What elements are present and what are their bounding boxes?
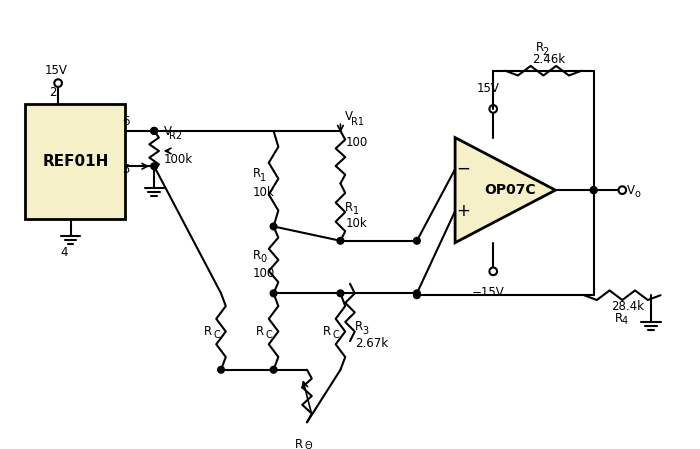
Circle shape [337, 238, 344, 244]
Text: C: C [266, 330, 273, 340]
Text: R: R [253, 249, 260, 262]
Text: R: R [615, 313, 623, 326]
Text: 2: 2 [542, 47, 549, 57]
Text: Θ: Θ [304, 441, 312, 449]
Text: 100k: 100k [164, 153, 193, 166]
Text: 3: 3 [363, 326, 368, 335]
Circle shape [270, 366, 277, 373]
Circle shape [590, 187, 597, 194]
Text: R: R [253, 167, 260, 180]
Text: 4: 4 [622, 316, 627, 326]
Text: R: R [256, 325, 265, 338]
Circle shape [218, 366, 225, 373]
Text: 2.67k: 2.67k [355, 336, 388, 349]
Text: R2: R2 [169, 132, 183, 141]
Text: 15V: 15V [45, 64, 68, 77]
Text: C: C [332, 330, 340, 340]
Circle shape [590, 187, 597, 194]
FancyBboxPatch shape [25, 104, 125, 219]
Text: −15V: −15V [472, 286, 505, 299]
Text: C: C [214, 330, 220, 340]
Text: 100: 100 [345, 136, 368, 149]
Circle shape [414, 292, 420, 299]
Polygon shape [455, 137, 555, 242]
Text: 10k: 10k [345, 217, 367, 230]
Text: R1: R1 [351, 117, 364, 127]
Text: 15V: 15V [477, 82, 500, 95]
Text: R: R [295, 438, 303, 449]
Circle shape [337, 290, 344, 297]
Text: 100: 100 [253, 267, 275, 280]
Text: R: R [345, 201, 354, 214]
Circle shape [270, 223, 277, 230]
Text: o: o [635, 189, 640, 199]
Text: 1: 1 [260, 173, 266, 183]
Text: 0: 0 [260, 254, 266, 264]
Text: REF01H: REF01H [42, 154, 108, 169]
Text: 1: 1 [353, 206, 359, 216]
Text: −: − [456, 160, 470, 178]
Text: 28.4k: 28.4k [611, 300, 644, 313]
Text: V: V [164, 124, 172, 137]
Circle shape [150, 128, 158, 134]
Text: 10k: 10k [253, 185, 274, 198]
Text: 4: 4 [60, 246, 68, 259]
Circle shape [270, 290, 277, 297]
Circle shape [150, 163, 158, 170]
Text: 6: 6 [122, 115, 130, 128]
Text: R: R [355, 320, 363, 333]
Text: 5: 5 [122, 163, 130, 176]
Text: V: V [345, 110, 354, 123]
Text: 2: 2 [48, 86, 56, 99]
Text: V: V [627, 184, 635, 197]
Text: R: R [536, 40, 544, 53]
Circle shape [414, 290, 420, 297]
Text: R: R [323, 325, 331, 338]
Text: 2.46k: 2.46k [532, 53, 565, 66]
Circle shape [150, 128, 158, 134]
Text: +: + [456, 202, 470, 220]
Circle shape [414, 238, 420, 244]
Text: R: R [204, 325, 212, 338]
Text: OP07C: OP07C [484, 183, 536, 197]
